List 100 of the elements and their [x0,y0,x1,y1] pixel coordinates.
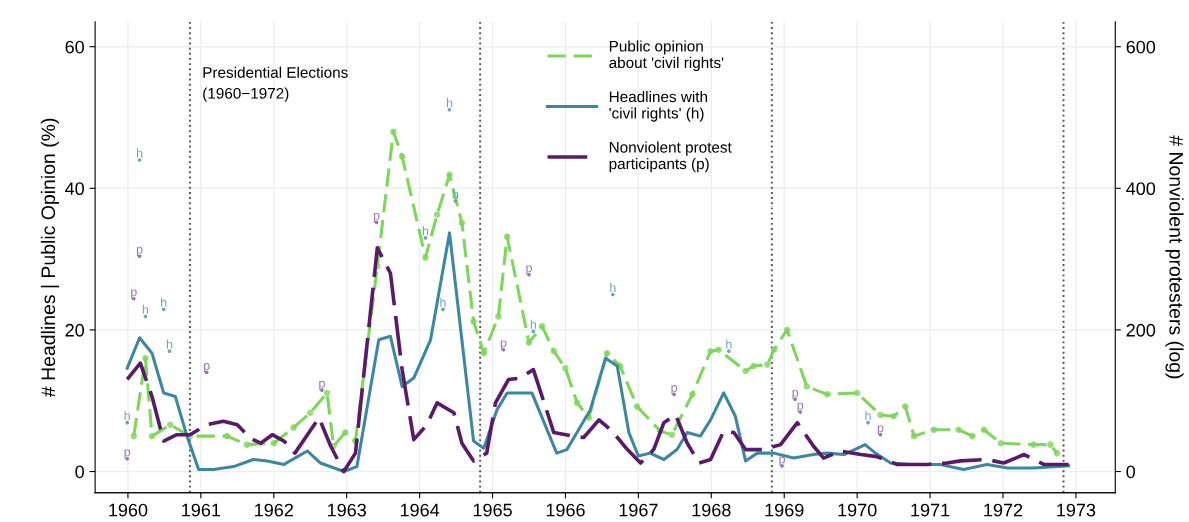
point [997,439,1005,447]
point [495,313,502,320]
data-label: h [865,411,871,421]
data-label: h [452,189,459,199]
point [707,347,714,355]
point [480,350,488,357]
point [930,426,937,434]
x-tick-label: 1960 [109,503,148,517]
x-tick-label: 1965 [473,503,512,517]
data-label: h [161,297,167,307]
point [223,432,231,440]
point [853,389,861,397]
data-label: h [124,411,130,421]
point [142,354,149,362]
data-label: p [124,449,131,459]
y-tick-label: 0 [75,465,84,479]
data-label: p [792,389,799,400]
point [433,211,441,218]
point [148,432,156,440]
x-tick-label: 1973 [1057,503,1096,517]
data-label: p [500,340,507,350]
x-tick-label: 1962 [255,503,293,517]
data-label: p [877,425,884,435]
point [422,254,429,261]
x-tick-label: 1963 [327,503,366,517]
point [525,339,533,346]
y-axis-title: # Headlines | Public Opinion (%) [40,118,60,398]
data-label: p [526,265,532,275]
point [470,318,477,325]
data-label: h [726,339,732,349]
point [750,362,757,370]
data-label: p [671,385,678,395]
point [167,349,172,353]
point [969,432,976,440]
data-label: h [142,304,149,314]
data-label: p [797,402,804,413]
point [742,367,749,375]
point [1053,449,1061,457]
point [764,361,771,368]
data-label: p [131,289,137,299]
point [441,307,445,312]
point [323,389,331,397]
point [550,347,558,355]
point [980,426,988,434]
point [902,403,909,410]
data-label: h [530,319,537,329]
point [823,391,831,398]
point [890,413,897,420]
y2-axis-title: # Nonviolent protesters (log) [1165,135,1184,379]
x-tick-label: 1970 [838,503,877,517]
point [1047,441,1054,448]
point [453,199,458,203]
point [562,364,569,372]
point [668,431,676,438]
annotation: Presidential Elections (1960−1972) [203,66,348,102]
x-tick-label: 1961 [182,503,221,517]
x-tick-label: 1968 [692,503,731,517]
y-tick-label: 40 [65,182,84,196]
point [1030,441,1037,448]
point [866,420,870,425]
legend-label: Headlines with 'civil rights' (h) [609,90,708,122]
point [446,171,453,179]
point [538,323,546,330]
data-label: h [422,226,429,236]
data-label: h [446,98,453,108]
point [803,383,811,390]
point [603,350,611,357]
point [341,429,349,436]
point [137,158,142,162]
data-label: h [440,297,446,307]
point [633,403,641,410]
y2-tick-label: 200 [1126,323,1156,337]
x-tick-label: 1964 [400,503,440,517]
point [770,346,778,353]
x-tick-label: 1966 [546,503,585,517]
data-label: h [166,339,173,349]
point [715,346,722,353]
point [270,439,278,447]
point [877,411,884,419]
point [783,326,791,334]
data-label: h [136,148,143,158]
point [423,236,428,240]
data-label: p [136,246,143,257]
point [166,421,174,429]
point [290,424,297,431]
point [910,432,918,440]
point [573,399,581,407]
point [390,128,397,135]
point [306,409,314,417]
data-label: p [204,363,210,373]
y-tick-label: 60 [65,40,84,54]
point [125,420,130,425]
point [611,292,615,297]
y-tick-label: 20 [65,323,84,337]
point [458,219,466,227]
legend-label: Public opinion about 'civil rights' [609,40,724,72]
point [398,153,406,160]
data-label: p [373,212,380,223]
x-tick-label: 1972 [984,503,1023,517]
x-tick-label: 1971 [911,503,950,517]
